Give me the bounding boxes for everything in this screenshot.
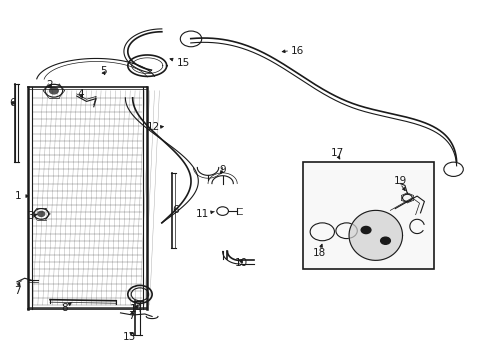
Text: 3: 3: [27, 211, 37, 221]
Polygon shape: [348, 210, 402, 260]
Text: 5: 5: [100, 66, 106, 76]
Circle shape: [49, 87, 58, 94]
Text: 10: 10: [234, 258, 247, 268]
Text: 11: 11: [195, 209, 214, 219]
Circle shape: [361, 226, 370, 234]
Text: 8: 8: [61, 303, 71, 313]
Text: 13: 13: [122, 332, 136, 342]
Text: 1: 1: [15, 191, 29, 201]
Bar: [302, 162, 433, 269]
Text: 15: 15: [170, 58, 190, 68]
Text: 12: 12: [146, 122, 160, 132]
Circle shape: [380, 237, 389, 244]
Circle shape: [38, 211, 44, 216]
Text: 16: 16: [290, 46, 303, 56]
Text: 14: 14: [130, 304, 143, 314]
Text: 6: 6: [9, 98, 15, 108]
Text: 18: 18: [313, 248, 326, 258]
Text: 17: 17: [330, 148, 344, 158]
Text: 7: 7: [128, 311, 135, 321]
Text: 2: 2: [46, 80, 53, 90]
Text: 9: 9: [219, 165, 225, 175]
Text: 19: 19: [393, 176, 406, 186]
Text: 6: 6: [172, 205, 179, 215]
Text: 7: 7: [14, 283, 20, 296]
Text: 4: 4: [77, 89, 84, 99]
